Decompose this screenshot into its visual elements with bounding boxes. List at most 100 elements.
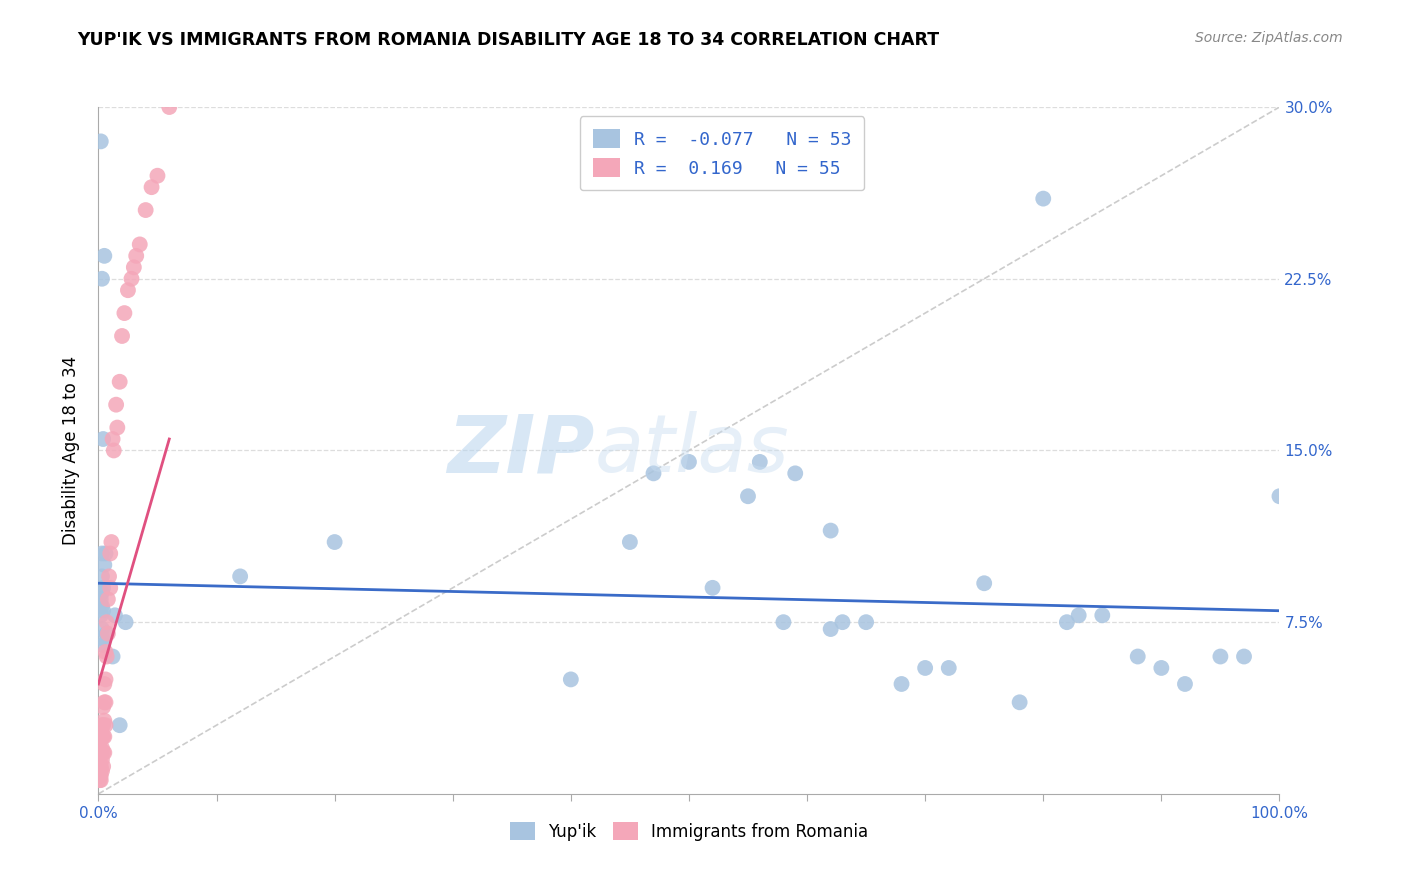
Point <box>87 768 110 782</box>
Point <box>93 677 115 691</box>
Text: atlas: atlas <box>595 411 789 490</box>
Point <box>97 626 120 640</box>
Point <box>89 759 111 773</box>
Point <box>90 746 112 760</box>
Text: ZIP: ZIP <box>447 411 595 490</box>
Point <box>94 673 117 687</box>
Point <box>91 699 114 714</box>
Point <box>91 271 114 285</box>
Point <box>89 759 111 773</box>
Point <box>93 714 115 728</box>
Point <box>820 622 842 636</box>
Point <box>101 432 124 446</box>
Point <box>89 741 111 756</box>
Text: Source: ZipAtlas.com: Source: ZipAtlas.com <box>1195 31 1343 45</box>
Point <box>93 558 115 572</box>
Point <box>91 746 114 760</box>
Point <box>90 608 112 623</box>
Point <box>91 730 114 744</box>
Point <box>91 718 114 732</box>
Point <box>91 753 114 767</box>
Point <box>91 599 114 614</box>
Point <box>89 773 111 788</box>
Point <box>619 535 641 549</box>
Point <box>1209 649 1232 664</box>
Point <box>96 626 118 640</box>
Point <box>855 615 877 630</box>
Point <box>100 535 122 549</box>
Point <box>1126 649 1149 664</box>
Point <box>93 249 115 263</box>
Point <box>91 546 114 561</box>
Point <box>91 718 114 732</box>
Point <box>98 569 121 583</box>
Point <box>135 203 157 218</box>
Point <box>108 718 131 732</box>
Point <box>157 100 180 114</box>
Legend: Yup'ik, Immigrants from Romania: Yup'ik, Immigrants from Romania <box>503 815 875 847</box>
Point <box>1150 661 1173 675</box>
Point <box>973 576 995 591</box>
Point <box>90 135 112 149</box>
Point <box>323 535 346 549</box>
Point <box>94 546 117 561</box>
Point <box>785 467 807 481</box>
Point <box>91 569 114 583</box>
Point <box>820 524 842 538</box>
Point <box>678 455 700 469</box>
Point <box>105 398 128 412</box>
Point <box>91 638 114 652</box>
Point <box>89 768 111 782</box>
Point <box>90 773 112 788</box>
Point <box>560 673 582 687</box>
Point <box>91 585 114 599</box>
Point <box>94 695 117 709</box>
Point <box>1268 489 1291 503</box>
Point <box>108 375 131 389</box>
Point <box>1091 608 1114 623</box>
Point <box>938 661 960 675</box>
Point <box>1067 608 1090 623</box>
Point <box>91 622 114 636</box>
Point <box>112 306 135 320</box>
Point <box>101 649 124 664</box>
Point <box>1032 192 1054 206</box>
Point <box>229 569 252 583</box>
Point <box>91 432 114 446</box>
Point <box>702 581 724 595</box>
Point <box>114 615 136 630</box>
Point <box>93 746 115 760</box>
Point <box>737 489 759 503</box>
Point <box>94 645 117 659</box>
Point <box>1056 615 1078 630</box>
Point <box>90 768 112 782</box>
Point <box>141 180 163 194</box>
Point <box>146 169 169 183</box>
Point <box>890 677 912 691</box>
Point <box>96 615 118 630</box>
Point <box>128 237 150 252</box>
Point <box>1008 695 1031 709</box>
Point <box>111 329 134 343</box>
Point <box>89 597 111 611</box>
Point <box>87 764 110 778</box>
Point <box>1174 677 1197 691</box>
Point <box>103 443 125 458</box>
Point <box>91 631 114 645</box>
Point <box>97 592 120 607</box>
Point <box>91 764 114 778</box>
Point <box>90 592 112 607</box>
Point <box>122 260 145 275</box>
Text: YUP'IK VS IMMIGRANTS FROM ROMANIA DISABILITY AGE 18 TO 34 CORRELATION CHART: YUP'IK VS IMMIGRANTS FROM ROMANIA DISABI… <box>77 31 939 49</box>
Point <box>91 759 114 773</box>
Point <box>93 695 115 709</box>
Point <box>91 604 114 618</box>
Point <box>96 649 118 664</box>
Point <box>90 759 112 773</box>
Point <box>914 661 936 675</box>
Point <box>1233 649 1256 664</box>
Point <box>98 546 121 561</box>
Point <box>748 455 770 469</box>
Point <box>105 420 128 434</box>
Point <box>91 741 114 756</box>
